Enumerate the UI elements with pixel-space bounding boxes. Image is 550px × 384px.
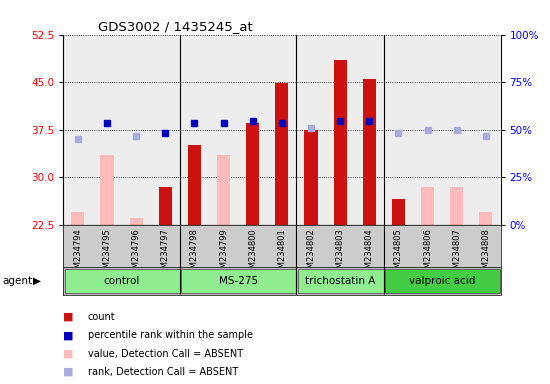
Bar [63, 225, 92, 267]
FancyBboxPatch shape [386, 270, 500, 293]
Bar [180, 225, 209, 267]
Bar [384, 35, 413, 225]
Text: GSM234797: GSM234797 [161, 228, 170, 279]
Bar [72, 212, 84, 225]
Text: ■: ■ [63, 312, 74, 322]
Text: GSM234807: GSM234807 [452, 228, 461, 279]
Text: GSM234794: GSM234794 [73, 228, 82, 279]
Bar [238, 35, 267, 225]
Bar [450, 187, 463, 225]
Bar [305, 130, 317, 225]
Bar [276, 83, 288, 225]
Text: GSM234798: GSM234798 [190, 228, 199, 279]
Bar [355, 35, 384, 225]
FancyBboxPatch shape [182, 270, 296, 293]
Text: GSM234801: GSM234801 [277, 228, 287, 279]
Text: valproic acid: valproic acid [409, 276, 475, 286]
Text: GSM234795: GSM234795 [102, 228, 112, 279]
Bar [151, 35, 180, 225]
Bar [442, 35, 471, 225]
Bar [326, 35, 355, 225]
Bar [92, 225, 122, 267]
Bar [267, 35, 296, 225]
Bar [130, 218, 142, 225]
Bar [471, 35, 500, 225]
Text: ■: ■ [63, 330, 74, 340]
Bar [326, 225, 355, 267]
Bar [413, 225, 442, 267]
Text: ■: ■ [63, 349, 74, 359]
Bar [63, 35, 92, 225]
Bar [122, 35, 151, 225]
Text: GSM234799: GSM234799 [219, 228, 228, 279]
Bar [296, 35, 326, 225]
Text: count: count [88, 312, 116, 322]
Bar [267, 225, 296, 267]
Bar [209, 225, 238, 267]
Bar [159, 187, 172, 225]
Text: GSM234800: GSM234800 [248, 228, 257, 279]
Text: ▶: ▶ [34, 276, 41, 286]
Bar [92, 35, 122, 225]
Text: GDS3002 / 1435245_at: GDS3002 / 1435245_at [98, 20, 253, 33]
Bar [334, 60, 346, 225]
Bar [246, 123, 259, 225]
Text: ■: ■ [63, 367, 74, 377]
Bar [180, 35, 209, 225]
Bar [188, 146, 201, 225]
Bar [296, 225, 326, 267]
Bar [442, 225, 471, 267]
Bar [238, 225, 267, 267]
Text: GSM234802: GSM234802 [306, 228, 316, 279]
Bar [209, 35, 238, 225]
Text: GSM234808: GSM234808 [481, 228, 491, 279]
Text: trichostatin A: trichostatin A [305, 276, 375, 286]
Bar [101, 155, 113, 225]
Bar [122, 225, 151, 267]
Bar [217, 155, 230, 225]
Bar [392, 199, 405, 225]
Bar [151, 225, 180, 267]
Text: GSM234804: GSM234804 [365, 228, 374, 279]
Text: agent: agent [3, 276, 33, 286]
Text: control: control [103, 276, 140, 286]
Bar [363, 79, 376, 225]
Bar [471, 225, 500, 267]
Bar [421, 187, 434, 225]
FancyBboxPatch shape [65, 270, 180, 293]
Text: GSM234803: GSM234803 [336, 228, 345, 279]
Bar [355, 225, 384, 267]
Text: GSM234805: GSM234805 [394, 228, 403, 279]
FancyBboxPatch shape [298, 270, 384, 293]
Bar [480, 212, 492, 225]
Text: percentile rank within the sample: percentile rank within the sample [88, 330, 253, 340]
Bar [384, 225, 413, 267]
Text: GSM234796: GSM234796 [131, 228, 141, 279]
Text: MS-275: MS-275 [218, 276, 258, 286]
Text: value, Detection Call = ABSENT: value, Detection Call = ABSENT [88, 349, 243, 359]
Text: rank, Detection Call = ABSENT: rank, Detection Call = ABSENT [88, 367, 238, 377]
Text: GSM234806: GSM234806 [423, 228, 432, 279]
Bar [413, 35, 442, 225]
